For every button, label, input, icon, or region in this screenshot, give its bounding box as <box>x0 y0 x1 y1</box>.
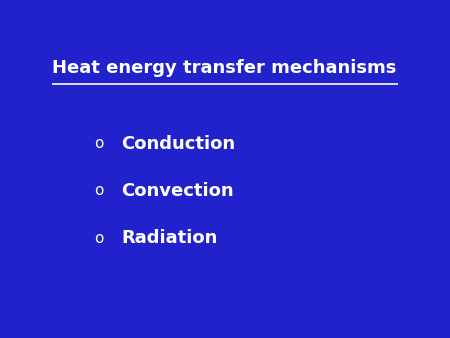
Text: Heat energy transfer mechanisms: Heat energy transfer mechanisms <box>52 58 396 77</box>
Text: o: o <box>94 136 104 151</box>
Text: o: o <box>94 231 104 246</box>
Text: Radiation: Radiation <box>122 229 218 247</box>
Text: Convection: Convection <box>122 182 234 200</box>
Text: Conduction: Conduction <box>122 135 236 153</box>
Text: o: o <box>94 184 104 198</box>
